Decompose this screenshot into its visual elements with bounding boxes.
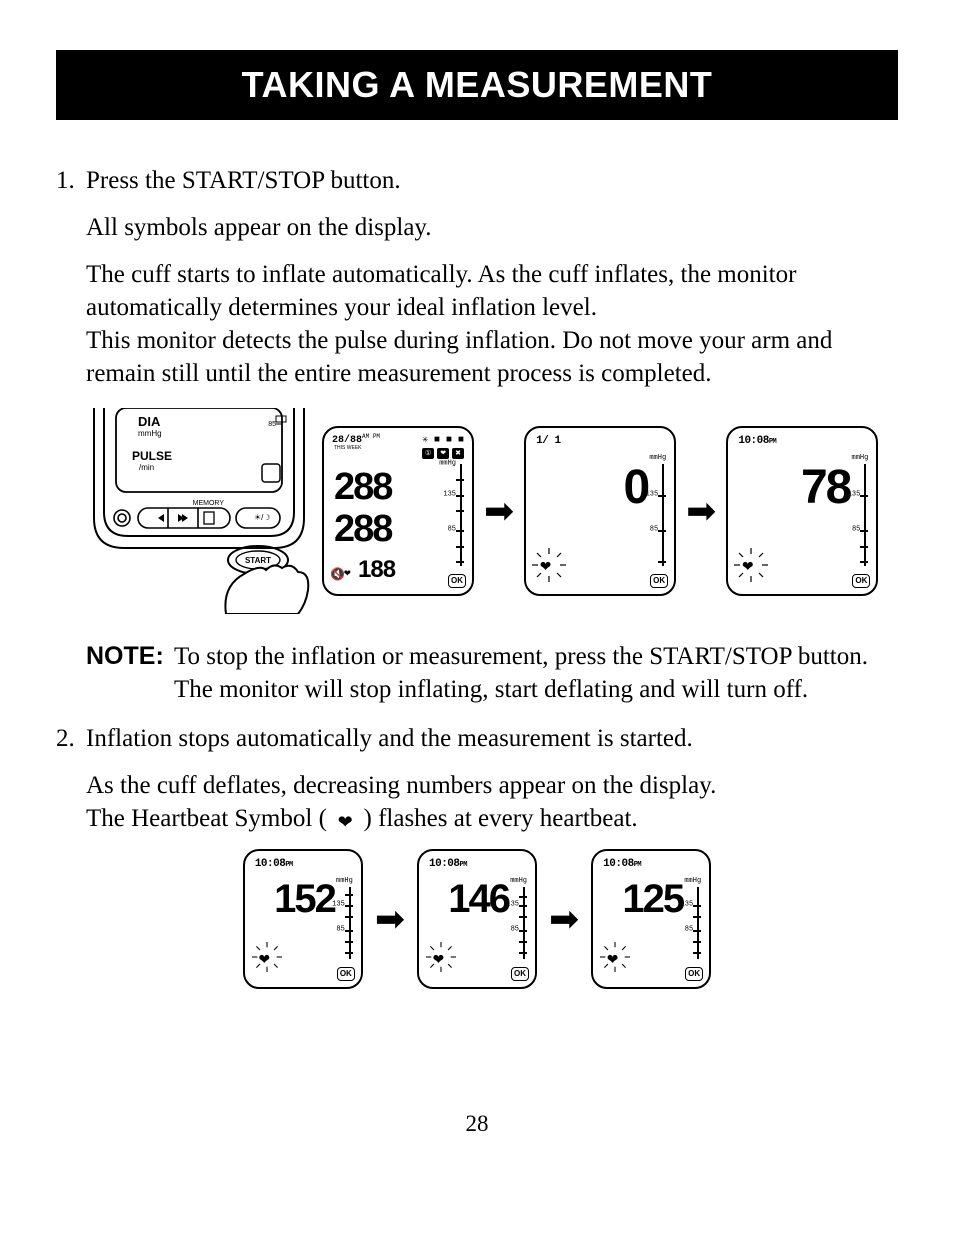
device-pulse-unit: /min bbox=[139, 463, 154, 472]
step-1: 1. Press the START/STOP button. bbox=[56, 164, 898, 197]
lcd-deflate-1-value: 152 bbox=[274, 873, 335, 926]
step-1-number: 1. bbox=[56, 164, 86, 197]
svg-text:☀/☽: ☀/☽ bbox=[254, 513, 271, 522]
heartbeat-symbol-icon: ❤ bbox=[333, 811, 357, 835]
lcd-all-scale: mmHg 135 85 bbox=[452, 464, 466, 566]
figure-row-1: DIA mmHg PULSE /min 85 bbox=[86, 408, 898, 614]
cuff-ok-icon: OK bbox=[511, 967, 529, 981]
lcd-inflate-0-time: 1/ 1 bbox=[536, 434, 560, 449]
lcd-all-icons: ✳ ■ ■ ■ bbox=[422, 434, 464, 447]
lcd-inflate-78: 10:08PM mmHg 78 135 85 ❤ OK bbox=[726, 426, 878, 596]
lcd-inflate-78-scale: 135 85 bbox=[856, 464, 870, 566]
heart-flash-icon: ❤ bbox=[433, 949, 444, 973]
heart-flash-icon: ❤ bbox=[607, 949, 618, 973]
step-1-line-2: All symbols appear on the display. bbox=[86, 211, 898, 244]
lcd-inflate-0-scale: 135 85 bbox=[654, 464, 668, 566]
lcd-deflate-2: 10:08PM mmHg 146 135 85 ❤ OK bbox=[417, 849, 537, 989]
device-illustration: DIA mmHg PULSE /min 85 bbox=[86, 408, 312, 614]
lcd-inflate-0: 1/ 1 mmHg 0 135 85 ❤ OK bbox=[524, 426, 676, 596]
lcd-all-symbols: 28/88AM PM ✳ ■ ■ ■ THIS WEEK ① ❤ ✖ 288 2… bbox=[322, 426, 474, 596]
lcd-all-badge-3: ✖ bbox=[452, 448, 464, 459]
lcd-deflate-3-value: 125 bbox=[622, 873, 683, 926]
lcd-all-badge-2: ❤ bbox=[437, 448, 449, 459]
step-2: 2. Inflation stops automatically and the… bbox=[56, 722, 898, 755]
content: 1. Press the START/STOP button. All symb… bbox=[56, 164, 898, 1139]
lcd-deflate-1: 10:08PM mmHg 152 135 85 ❤ OK bbox=[243, 849, 363, 989]
device-dia-unit: mmHg bbox=[138, 429, 162, 438]
arrow-icon: ➡ bbox=[484, 493, 514, 529]
step-2-line-1: Inflation stops automatically and the me… bbox=[86, 722, 898, 755]
lcd-inflate-0-unit: mmHg bbox=[649, 454, 666, 463]
lcd-inflate-78-unit: mmHg bbox=[852, 454, 869, 463]
note-block: NOTE: To stop the inflation or measureme… bbox=[86, 640, 898, 706]
lcd-deflate-2-value: 146 bbox=[448, 873, 509, 926]
mute-icon: 🔇 bbox=[330, 568, 345, 584]
cuff-ok-icon: OK bbox=[650, 574, 668, 588]
cuff-ok-icon: OK bbox=[337, 967, 355, 981]
device-start-label: START bbox=[245, 556, 271, 565]
cuff-ok-icon: OK bbox=[685, 967, 703, 981]
note-text: To stop the inflation or measurement, pr… bbox=[174, 640, 898, 706]
device-pulse-label: PULSE bbox=[132, 449, 172, 463]
step-2-number: 2. bbox=[56, 722, 86, 755]
device-dia-label: DIA bbox=[138, 414, 161, 429]
page: TAKING A MEASUREMENT 1. Press the START/… bbox=[0, 0, 954, 1179]
figure-row-2: 10:08PM mmHg 152 135 85 ❤ OK ➡ 10:08PM m… bbox=[56, 849, 898, 989]
heart-flash-icon: ❤ bbox=[742, 556, 753, 580]
svg-text:85: 85 bbox=[268, 421, 276, 428]
arrow-icon: ➡ bbox=[549, 901, 579, 937]
step-2-line-2: As the cuff deflates, decreasing numbers… bbox=[86, 769, 898, 802]
lcd-deflate-3: 10:08PM mmHg 125 135 85 ❤ OK bbox=[591, 849, 711, 989]
lcd-inflate-78-time: 10:08PM bbox=[738, 434, 776, 449]
step-2-line-3: The Heartbeat Symbol ( ❤ ) flashes at ev… bbox=[86, 802, 898, 835]
section-header: TAKING A MEASUREMENT bbox=[56, 50, 898, 120]
step-1-line-3: The cuff starts to inflate automatically… bbox=[86, 258, 898, 324]
lcd-all-pulse: 188 bbox=[358, 554, 395, 586]
step-1-body: Press the START/STOP button. bbox=[86, 164, 898, 197]
lcd-inflate-0-value: 0 bbox=[623, 456, 648, 519]
cuff-ok-icon: OK bbox=[448, 574, 466, 588]
page-number: 28 bbox=[56, 1109, 898, 1139]
lcd-all-dia: 288 bbox=[334, 504, 391, 554]
arrow-icon: ➡ bbox=[686, 493, 716, 529]
heart-flash-icon: ❤ bbox=[259, 949, 270, 973]
device-memory-label: MEMORY bbox=[193, 500, 225, 507]
heart-flash-icon: ❤ bbox=[540, 556, 551, 580]
arrow-icon: ➡ bbox=[375, 901, 405, 937]
step-1-line-4: This monitor detects the pulse during in… bbox=[86, 324, 898, 390]
lcd-all-badge-1: ① bbox=[422, 448, 434, 459]
note-label: NOTE: bbox=[86, 640, 174, 706]
cuff-ok-icon: OK bbox=[852, 574, 870, 588]
lcd-inflate-78-value: 78 bbox=[801, 456, 850, 519]
